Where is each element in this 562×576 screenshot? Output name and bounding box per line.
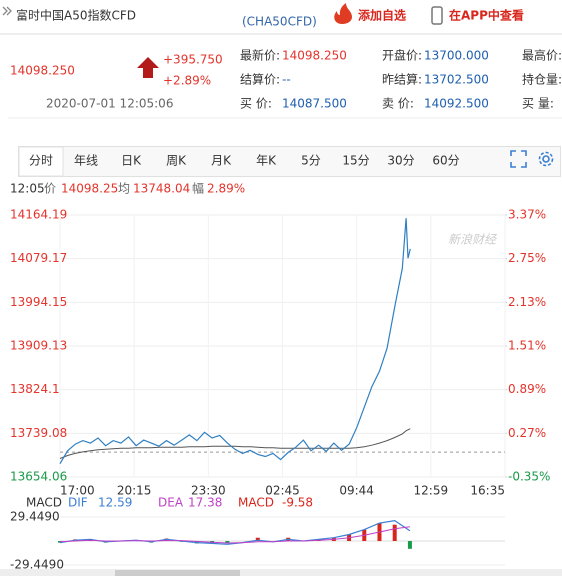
info-value: 13748.04 — [133, 182, 190, 196]
tab[interactable]: 15分 — [342, 154, 369, 168]
y2-tick-label: 0.27% — [508, 426, 546, 440]
y-tick-label: 13824.1 — [10, 382, 60, 396]
legend-value: 12.59 — [98, 496, 132, 510]
info-time: 12:05 — [10, 182, 45, 196]
phone-icon[interactable] — [431, 6, 443, 25]
y-tick-label: 29.4490 — [10, 510, 60, 524]
up-arrow — [137, 57, 159, 78]
field-label: 买 量: — [522, 97, 554, 111]
field-value: 14087.500 — [282, 97, 347, 111]
y2-tick-label: 2.75% — [508, 251, 546, 265]
y-tick-label: -29.4490 — [10, 558, 64, 572]
field-label: 买 价: — [240, 97, 272, 111]
legend-value: -9.58 — [282, 496, 313, 510]
tab-selected[interactable] — [18, 146, 64, 177]
flame-icon[interactable] — [334, 3, 352, 24]
y-tick-label: 13654.06 — [10, 470, 67, 484]
y-tick-label: 14164.19 — [10, 208, 67, 222]
tab[interactable]: 年K — [256, 154, 277, 168]
quote-time: 2020-07-01 12:05:06 — [46, 97, 173, 111]
tab[interactable]: 月K — [211, 154, 232, 168]
field-label: 结算价: — [240, 72, 280, 87]
legend-name: DEA — [158, 496, 184, 510]
info-label: 幅 — [192, 181, 204, 196]
info-value: 14098.25 — [61, 182, 118, 196]
field-value: 14098.250 — [282, 49, 347, 63]
field-value: -- — [282, 73, 291, 87]
series-line — [59, 218, 411, 465]
watermark: 新浪财经 — [448, 233, 498, 247]
add-watch[interactable]: 添加自选 — [358, 8, 406, 23]
tab[interactable]: 60分 — [432, 154, 459, 168]
legend-value: 17.38 — [188, 496, 222, 510]
title-chevron — [2, 6, 12, 16]
y2-tick-label: 3.37% — [508, 208, 546, 222]
x-tick-label: 17:00 — [60, 484, 95, 498]
price: 14098.250 — [10, 64, 75, 78]
change-pct: +2.89% — [163, 74, 211, 88]
tab[interactable]: 年线 — [74, 154, 98, 168]
field-value: 14092.500 — [424, 97, 489, 111]
y2-tick-label: 2.13% — [508, 295, 546, 309]
macd-bar — [392, 524, 397, 541]
field-label: 昨结算: — [382, 72, 422, 87]
tab[interactable]: 周K — [166, 154, 187, 168]
field-value: 13700.000 — [424, 49, 489, 63]
y-tick-label: 13994.15 — [10, 295, 67, 309]
tab[interactable]: 分时 — [29, 154, 53, 168]
field-label: 开盘价: — [382, 48, 422, 63]
settings-icon[interactable] — [538, 151, 554, 167]
tab[interactable]: 30分 — [387, 154, 414, 168]
macd-bar — [407, 541, 412, 549]
x-tick-label: 16:35 — [470, 484, 505, 498]
y-tick-label: 13909.13 — [10, 338, 67, 352]
legend-name: MACD — [238, 496, 274, 510]
macd-bar — [225, 541, 230, 544]
y2-tick-label: 1.51% — [508, 339, 546, 353]
scrollbar — [0, 569, 562, 576]
macd-bar — [255, 537, 260, 541]
change: +395.750 — [163, 53, 223, 67]
x-tick-label: 09:44 — [339, 484, 374, 498]
y-tick-label: 14079.17 — [10, 251, 67, 265]
field-label: 持仓量: — [522, 72, 562, 87]
macd-bar — [58, 541, 62, 543]
x-tick-label: 02:45 — [265, 484, 300, 498]
y-tick-label: 13739.08 — [10, 426, 67, 440]
info-value: 2.89% — [207, 182, 245, 196]
legend-name: DIF — [68, 496, 88, 510]
y2-tick-label: -0.35% — [508, 470, 550, 484]
y2-tick-label: 0.89% — [508, 382, 546, 396]
panel-title: MACD — [26, 496, 62, 510]
tab[interactable]: 5分 — [301, 154, 321, 168]
open-app[interactable]: 在APP中查看 — [449, 8, 524, 23]
tab[interactable]: 日K — [121, 154, 142, 168]
scroll-thumb[interactable] — [115, 570, 240, 576]
field-value: 13702.500 — [424, 73, 489, 87]
series-line — [59, 428, 411, 459]
x-tick-label: 12:59 — [414, 484, 449, 498]
tab-bar — [18, 146, 561, 177]
x-tick-label: 23:30 — [191, 484, 226, 498]
field-label: 最高价: — [522, 48, 562, 63]
info-label: 价 — [44, 182, 56, 196]
info-label: 均 — [118, 182, 130, 196]
x-tick-label: 20:15 — [117, 484, 152, 498]
code: (CHA50CFD) — [242, 15, 317, 29]
field-label: 最新价: — [240, 48, 280, 63]
field-label: 卖 价: — [382, 97, 414, 111]
fullscreen-icon[interactable] — [510, 150, 527, 168]
title: 富时中国A50指数CFD — [16, 8, 136, 23]
series-line — [59, 526, 410, 544]
